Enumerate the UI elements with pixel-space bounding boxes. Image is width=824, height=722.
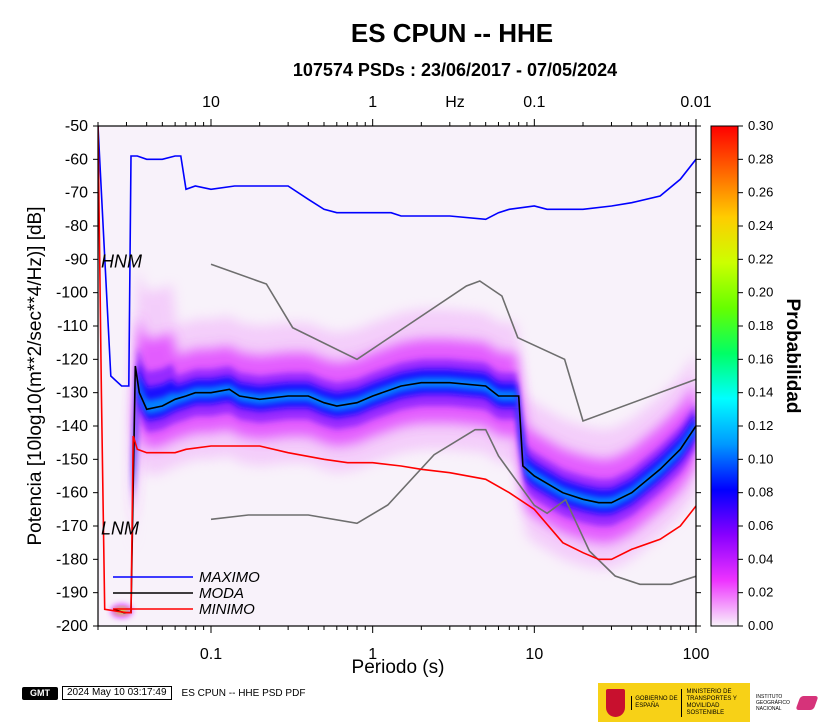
x-tick-label: 100 xyxy=(683,646,710,663)
colorbar-tick-label: 0.08 xyxy=(748,485,773,500)
chart-subtitle: 107574 PSDs : 23/06/2017 - 07/05/2024 xyxy=(293,60,617,80)
government-logo: GOBIERNO DE ESPAÑA MINISTERIO DE TRANSPO… xyxy=(598,683,750,722)
y-tick-label: -90 xyxy=(65,251,88,268)
reference-label-hnm: HNM xyxy=(101,252,142,272)
colorbar-label: Probabilidad xyxy=(782,298,803,413)
y-axis-label: Potencia [10log10(m**2/sec**4/Hz)] [dB] xyxy=(25,206,46,545)
coat-of-arms-icon xyxy=(606,688,626,717)
y-tick-label: -60 xyxy=(65,151,88,168)
footer: GMT 2024 May 10 03:17:49 ES CPUN -- HHE … xyxy=(22,686,305,700)
statistic-lines xyxy=(98,126,696,614)
y-tick-label: -130 xyxy=(56,385,88,402)
colorbar-tick-label: 0.10 xyxy=(748,451,773,466)
x-tick-label: 10 xyxy=(525,646,543,663)
colorbar-tick-label: 0.30 xyxy=(748,118,773,133)
y-tick-label: -50 xyxy=(65,118,88,135)
y-tick-label: -200 xyxy=(56,618,88,635)
y-tick-label: -80 xyxy=(65,218,88,235)
top-tick-label: 1 xyxy=(368,94,377,111)
colorbar-tick-label: 0.22 xyxy=(748,251,773,266)
reference-line-lnm xyxy=(210,428,696,586)
x-tick-label: 0.1 xyxy=(200,646,222,663)
y-tick-label: -170 xyxy=(56,518,88,535)
series-line-moda xyxy=(113,365,696,614)
colorbar-tick-label: 0.02 xyxy=(748,585,773,600)
top-tick-label: 10 xyxy=(202,94,220,111)
colorbar-tick-label: 0.26 xyxy=(748,185,773,200)
footer-title: ES CPUN -- HHE PSD PDF xyxy=(181,687,306,699)
y-tick-label: -70 xyxy=(65,185,88,202)
y-tick-label: -150 xyxy=(56,451,88,468)
x-axis-label: Periodo (s) xyxy=(352,657,445,678)
colorbar-tick-label: 0.24 xyxy=(748,218,773,233)
government-text: GOBIERNO DE ESPAÑA xyxy=(631,695,681,710)
top-tick-label: 0.01 xyxy=(680,94,711,111)
colorbar-tick-label: 0.14 xyxy=(748,385,773,400)
ministry-text: MINISTERIO DE TRANSPORTES Y MOVILIDAD SO… xyxy=(681,688,750,717)
colorbar-tick-label: 0.28 xyxy=(748,151,773,166)
colorbar-tick-label: 0.18 xyxy=(748,318,773,333)
institution-logos: GOBIERNO DE ESPAÑA MINISTERIO DE TRANSPO… xyxy=(598,683,824,722)
legend-label-minimo: MINIMO xyxy=(199,601,255,618)
y-tick-label: -180 xyxy=(56,551,88,568)
ign-mark-icon xyxy=(795,695,819,710)
colorbar-tick-label: 0.16 xyxy=(748,351,773,366)
series-line-minimo xyxy=(98,126,696,614)
top-tick-label: 0.1 xyxy=(523,94,545,111)
y-tick-label: -100 xyxy=(56,285,88,302)
reference-line-hnm xyxy=(210,263,696,423)
chart-title: ES CPUN -- HHE xyxy=(351,18,553,48)
colorbar-tick-label: 0.12 xyxy=(748,418,773,433)
y-tick-label: -160 xyxy=(56,485,88,502)
series-line-maximo xyxy=(98,126,696,387)
colorbar-tick-label: 0.00 xyxy=(748,618,773,633)
colorbar-ticks: 0.00 0.02 0.04 0.06 0.08 0.10 0.12 0.14 0.16 0.18… xyxy=(738,118,773,633)
colorbar-tick-label: 0.20 xyxy=(748,285,773,300)
colorbar-tick-label: 0.06 xyxy=(748,518,773,533)
y-tick-label: -110 xyxy=(57,318,88,335)
plot-frame xyxy=(97,125,697,627)
reference-label-lnm: LNM xyxy=(101,518,139,538)
axes: -50 -60 -70 -80 -90 -100 -110 -120 -130 -140 -150 -… xyxy=(56,94,712,663)
x-tick-label: 1 xyxy=(368,646,377,663)
timestamp: 2024 May 10 03:17:49 xyxy=(62,686,172,700)
y-tick-label: -190 xyxy=(56,585,88,602)
top-axis-unit: Hz xyxy=(445,94,465,111)
colorbar xyxy=(710,125,739,627)
legend-label-moda: MODA xyxy=(199,585,244,602)
gmt-logo: GMT xyxy=(22,686,58,700)
y-tick-label: -140 xyxy=(56,418,88,435)
legend-label-maximo: MAXIMO xyxy=(199,569,260,586)
ign-logo: INSTITUTO GEOGRÁFICO NACIONAL xyxy=(750,683,824,722)
probability-density xyxy=(110,267,696,618)
y-tick-label: -120 xyxy=(56,351,88,368)
ign-text: INSTITUTO GEOGRÁFICO NACIONAL xyxy=(756,693,790,712)
colorbar-tick-label: 0.04 xyxy=(748,551,773,566)
